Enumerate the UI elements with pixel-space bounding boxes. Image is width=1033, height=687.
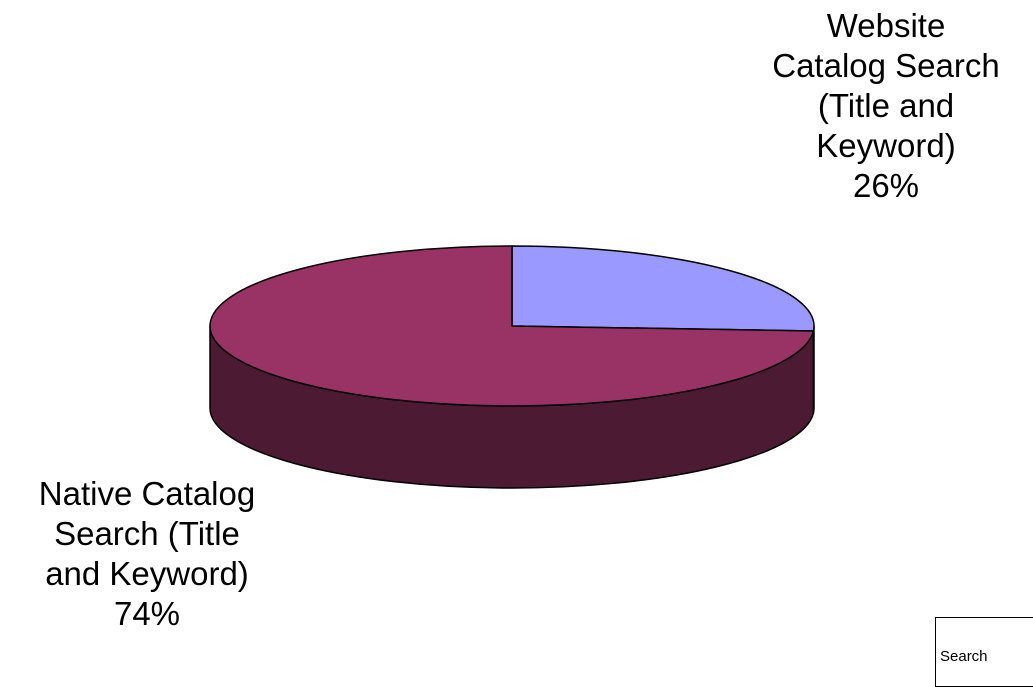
slice-label-line: Catalog Search bbox=[772, 47, 1000, 84]
pie-slice bbox=[209, 245, 815, 407]
slice-label-line: Website bbox=[826, 7, 946, 44]
pie-slices bbox=[209, 245, 815, 407]
pie-slice bbox=[511, 245, 815, 332]
slice-label-native: Native Catalog Search (Title and Keyword… bbox=[2, 474, 292, 634]
pie-chart bbox=[209, 245, 815, 489]
slice-label-website: Website Catalog Search (Title and Keywor… bbox=[736, 6, 1033, 206]
slice-label-line: Keyword) bbox=[816, 127, 956, 164]
slice-label-line: Search (Title bbox=[54, 515, 240, 552]
slice-label-line: Native Catalog bbox=[38, 475, 256, 512]
slice-percent-label: 26% bbox=[852, 167, 920, 204]
legend-label: Search bbox=[940, 648, 988, 665]
slice-label-line: and Keyword) bbox=[45, 555, 249, 592]
slice-label-line: (Title and bbox=[817, 87, 955, 124]
slice-percent-label: 74% bbox=[113, 595, 181, 632]
